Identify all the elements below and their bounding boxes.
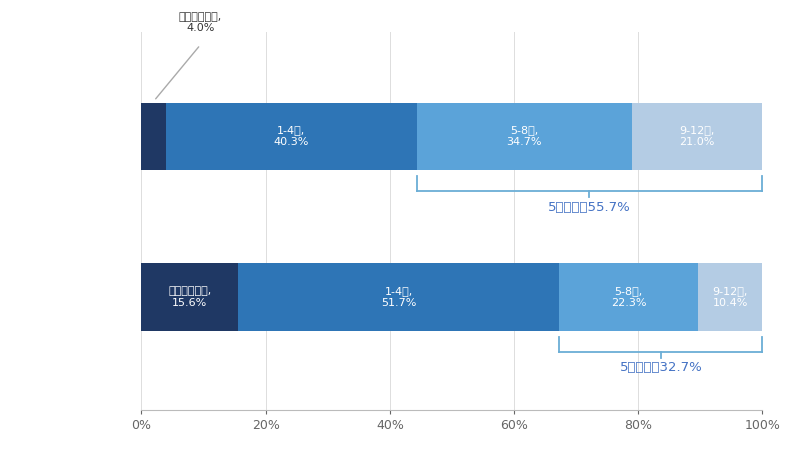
Bar <box>141 102 167 170</box>
Text: 5-8個,
22.3%: 5-8個, 22.3% <box>611 286 646 308</box>
Text: 5-8個,
34.7%: 5-8個, 34.7% <box>506 126 542 147</box>
Bar <box>417 102 632 170</box>
Text: 1-4個,
51.7%: 1-4個, 51.7% <box>381 286 417 308</box>
Bar <box>167 102 417 170</box>
Text: 9-12個,
21.0%: 9-12個, 21.0% <box>680 126 715 147</box>
Bar <box>141 263 238 331</box>
Text: 1-4個,
40.3%: 1-4個, 40.3% <box>274 126 309 147</box>
Text: 全く知らない,
15.6%: 全く知らない, 15.6% <box>168 286 211 308</box>
Text: 5個以上：55.7%: 5個以上：55.7% <box>548 201 631 213</box>
Text: 5個以上：32.7%: 5個以上：32.7% <box>619 361 702 374</box>
Bar <box>698 263 762 331</box>
Text: 全く知らない,
4.0%: 全く知らない, 4.0% <box>179 12 222 34</box>
Bar <box>560 263 698 331</box>
Bar <box>238 263 560 331</box>
Bar <box>632 102 762 170</box>
Text: 9-12個,
10.4%: 9-12個, 10.4% <box>712 286 747 308</box>
